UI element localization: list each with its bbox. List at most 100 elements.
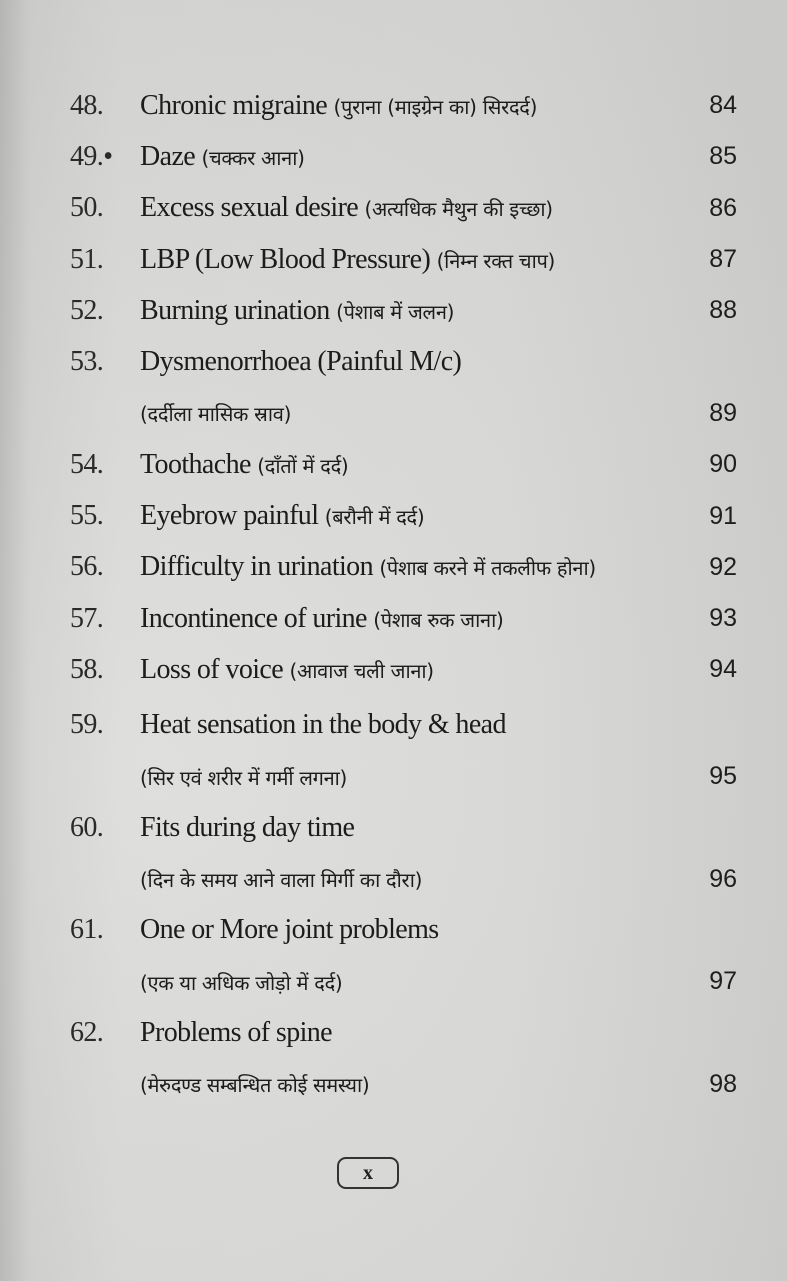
toc-line: 49.• Daze (चक्कर आना) 85 [0, 131, 787, 182]
entry-page-number: 97 [709, 967, 737, 996]
page-number: x [363, 1161, 373, 1184]
hindi-title: (मेरुदण्ड सम्बन्धित कोई समस्या) [140, 1073, 370, 1098]
toc-entry: 50. Excess sexual desire (अत्यधिक मैथुन क… [0, 183, 787, 234]
entry-page-number: 90 [709, 450, 737, 479]
entry-page-number: 91 [709, 501, 737, 530]
entry-title: Eyebrow painful (बरौनी में दर्द) [140, 500, 425, 532]
entry-number: 58. [70, 653, 104, 685]
hindi-title: (निम्न रक्त चाप) [436, 248, 556, 273]
english-title: Burning urination [140, 294, 337, 326]
entry-page-number: 86 [709, 193, 737, 222]
toc-line: 60. Fits during day time [0, 802, 787, 853]
entry-title: (सिर एवं शरीर में गर्मी लगना) [140, 761, 347, 793]
hindi-title: (दाँतों में दर्द) [257, 453, 349, 478]
toc-line: 51. LBP (Low Blood Pressure) (निम्न रक्त … [0, 234, 787, 285]
entry-number: 60. [70, 811, 104, 843]
entry-number: 61. [70, 914, 104, 946]
entry-title: Excess sexual desire (अत्यधिक मैथुन की इ… [140, 192, 553, 224]
toc-entry: 59. Heat sensation in the body & head (सिर… [0, 700, 787, 803]
toc-line: 53. Dysmenorrhoea (Painful M/c) [0, 336, 787, 387]
entry-page-number: 95 [709, 762, 737, 790]
entry-title: (दर्दीला मासिक स्राव) [140, 397, 291, 429]
page-number-box: x [337, 1157, 399, 1189]
entry-title: (दिन के समय आने वाला मिर्गी का दौरा) [140, 863, 422, 895]
entry-page-number: 84 [709, 91, 737, 120]
toc-line: (एक या अधिक जोड़ो में दर्द) 97 [0, 956, 787, 1007]
entry-title: Problems of spine [140, 1016, 333, 1049]
toc-entry: 53. Dysmenorrhoea (Painful M/c) (दर्दीला म… [0, 336, 787, 439]
hindi-title: (एक या अधिक जोड़ो में दर्द) [140, 970, 343, 995]
entry-page-number: 88 [709, 296, 737, 325]
toc-entry: 48. Chronic migraine (पुराना (माइग्रेन का… [0, 80, 787, 131]
entry-number: 57. [70, 602, 104, 634]
entry-number: 59. [70, 709, 104, 741]
entry-number: 51. [70, 243, 104, 275]
entry-title: (एक या अधिक जोड़ो में दर्द) [140, 966, 343, 998]
entry-title: Burning urination (पेशाब में जलन) [140, 295, 454, 327]
english-title: One or More joint problems [140, 914, 439, 946]
entry-page-number: 85 [709, 142, 737, 171]
entry-title: Toothache (दाँतों में दर्द) [140, 448, 349, 481]
english-title: Incontinence of urine [140, 602, 374, 634]
entry-number: 55. [70, 500, 104, 532]
hindi-title: (आवाज चली जाना) [289, 658, 434, 683]
entry-title: Fits during day time [140, 811, 355, 844]
toc-line: (मेरुदण्ड सम्बन्धित कोई समस्या) 98 [0, 1059, 787, 1110]
english-title: Problems of spine [140, 1016, 333, 1048]
entry-number: 52. [70, 294, 104, 326]
hindi-title: (पेशाब करने में तकलीफ होना) [379, 556, 596, 581]
entry-number: 48. [70, 89, 104, 121]
hindi-title: (अत्यधिक मैथुन की इच्छा) [364, 197, 553, 222]
hindi-title: (दिन के समय आने वाला मिर्गी का दौरा) [140, 868, 423, 893]
toc-entry: 55. Eyebrow painful (बरौनी में दर्द) 91 [0, 490, 787, 541]
entry-number: 50. [70, 192, 104, 224]
toc-line: 52. Burning urination (पेशाब में जलन) 88 [0, 285, 787, 336]
toc-entry: 51. LBP (Low Blood Pressure) (निम्न रक्त … [0, 234, 787, 285]
english-title: Excess sexual desire [140, 192, 365, 224]
entry-page-number: 93 [709, 604, 737, 633]
toc-entry: 54. Toothache (दाँतों में दर्द) 90 [0, 439, 787, 490]
toc-line: (दिन के समय आने वाला मिर्गी का दौरा) 96 [0, 853, 787, 904]
english-title: Dysmenorrhoea (Painful M/c) [140, 346, 462, 378]
english-title: Difficulty in urination [140, 551, 380, 583]
english-title: Daze [140, 140, 202, 172]
toc-entry: 61. One or More joint problems (एक या अधिक… [0, 905, 787, 1008]
entry-page-number: 92 [709, 552, 737, 581]
toc-entry: 56. Difficulty in urination (पेशाब करने म… [0, 542, 787, 593]
toc-line: 62. Problems of spine [0, 1007, 787, 1058]
hindi-title: (पेशाब में जलन) [336, 299, 455, 324]
entry-number: 54. [70, 448, 104, 480]
entry-number: 62. [70, 1016, 104, 1048]
entry-title: Difficulty in urination (पेशाब करने में … [140, 551, 596, 583]
toc-line: 58. Loss of voice (आवाज चली जाना) 94 [0, 644, 787, 695]
toc-line: 54. Toothache (दाँतों में दर्द) 90 [0, 439, 787, 490]
entry-title: Loss of voice (आवाज चली जाना) [140, 654, 434, 686]
english-title: Loss of voice [140, 653, 290, 685]
toc-line: 59. Heat sensation in the body & head [0, 700, 787, 751]
entry-title: LBP (Low Blood Pressure) (निम्न रक्त चाप… [140, 244, 555, 276]
entry-title: One or More joint problems [140, 914, 439, 946]
toc-entry: 60. Fits during day time (दिन के समय आने व… [0, 802, 787, 905]
entry-page-number: 87 [709, 245, 737, 274]
english-title: Toothache [140, 448, 258, 480]
toc-line: 56. Difficulty in urination (पेशाब करने म… [0, 542, 787, 593]
entry-number: 49.• [70, 140, 113, 172]
entry-title: Dysmenorrhoea (Painful M/c) [140, 346, 462, 378]
hindi-title: (चक्कर आना) [201, 145, 305, 170]
entry-title: Chronic migraine (पुराना (माइग्रेन का) स… [140, 90, 537, 122]
hindi-title: (सिर एवं शरीर में गर्मी लगना) [140, 765, 348, 790]
toc-entry: 58. Loss of voice (आवाज चली जाना) 94 [0, 644, 787, 695]
toc-line: 57. Incontinence of urine (पेशाब रुक जाना… [0, 593, 787, 644]
english-title: Fits during day time [140, 811, 355, 843]
entry-number: 53. [70, 346, 104, 378]
entry-title: Heat sensation in the body & head [140, 709, 506, 741]
toc-entry: 52. Burning urination (पेशाब में जलन) 88 [0, 285, 787, 336]
entry-page-number: 96 [709, 864, 737, 893]
entry-title: Daze (चक्कर आना) [140, 141, 305, 173]
hindi-title: (दर्दीला मासिक स्राव) [140, 402, 292, 427]
entry-page-number: 89 [709, 398, 737, 427]
toc-line: 48. Chronic migraine (पुराना (माइग्रेन का… [0, 80, 787, 131]
english-title: Heat sensation in the body & head [140, 709, 506, 741]
english-title: LBP (Low Blood Pressure) [140, 243, 437, 275]
hindi-title: (पुराना (माइग्रेन का) सिरदर्द) [333, 94, 538, 119]
